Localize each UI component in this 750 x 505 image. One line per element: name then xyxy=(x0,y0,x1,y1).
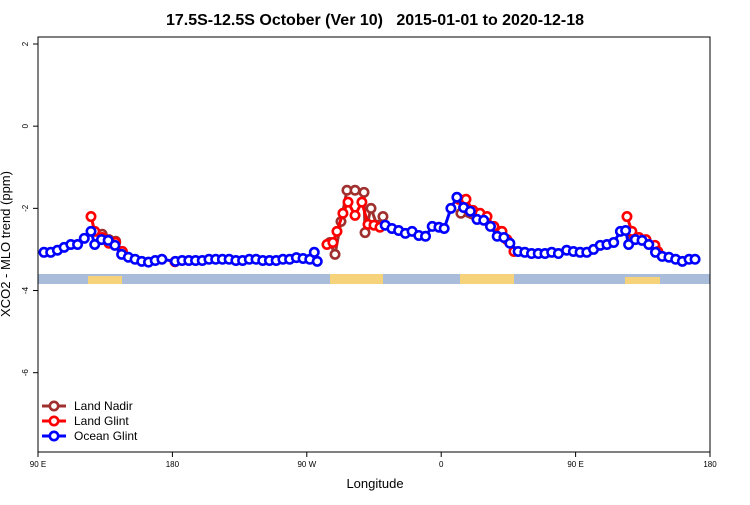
x-tick-label: 90 E xyxy=(30,460,46,469)
legend-marker xyxy=(48,400,60,412)
point xyxy=(451,191,463,203)
x-tick-label: 0 xyxy=(439,460,444,469)
legend-label: Ocean Glint xyxy=(74,429,138,443)
series xyxy=(38,191,701,268)
point xyxy=(478,214,490,226)
land-band xyxy=(88,276,122,284)
y-tick-label: -2 xyxy=(21,204,30,212)
point xyxy=(349,209,361,221)
y-tick-label: 0 xyxy=(21,123,30,128)
point xyxy=(643,239,655,251)
legend-label: Land Glint xyxy=(74,414,129,428)
legend-marker xyxy=(48,415,60,427)
land-band xyxy=(625,277,660,284)
point xyxy=(85,211,97,223)
point xyxy=(329,248,341,260)
point xyxy=(327,236,339,248)
point xyxy=(484,220,496,232)
point xyxy=(365,202,377,214)
y-tick-label: -4 xyxy=(21,286,30,294)
y-tick-label: 2 xyxy=(21,41,30,46)
land-band xyxy=(460,274,514,284)
point xyxy=(85,225,97,237)
y-axis-label: XCO2 - MLO trend (ppm) xyxy=(0,171,13,317)
point xyxy=(445,202,457,214)
point xyxy=(308,246,320,258)
legend-marker xyxy=(48,430,60,442)
point xyxy=(608,236,620,248)
point xyxy=(464,205,476,217)
point xyxy=(377,211,389,223)
point xyxy=(78,232,90,244)
land-mask xyxy=(38,274,710,284)
point xyxy=(420,230,432,242)
point xyxy=(311,255,323,267)
land-band xyxy=(330,274,383,284)
point xyxy=(72,239,84,251)
point xyxy=(621,211,633,223)
point xyxy=(620,225,632,237)
point xyxy=(358,186,370,198)
plot-frame xyxy=(37,36,711,453)
point xyxy=(331,225,343,237)
point xyxy=(109,239,121,251)
point xyxy=(438,222,450,234)
point xyxy=(342,196,354,208)
legend-label: Land Nadir xyxy=(74,399,133,413)
x-tick-label: 90 E xyxy=(567,460,583,469)
point xyxy=(356,196,368,208)
point xyxy=(337,207,349,219)
point xyxy=(156,253,168,265)
point xyxy=(504,237,516,249)
point xyxy=(349,184,361,196)
chart-title: 17.5S-12.5S October (Ver 10) 2015-01-01 … xyxy=(166,12,584,29)
y-tick-label: -6 xyxy=(21,369,30,377)
point xyxy=(689,253,701,265)
x-tick-label: 180 xyxy=(703,460,717,469)
x-axis-label: Longitude xyxy=(346,476,403,491)
x-tick-label: 180 xyxy=(166,460,180,469)
x-tick-label: 90 W xyxy=(297,460,316,469)
